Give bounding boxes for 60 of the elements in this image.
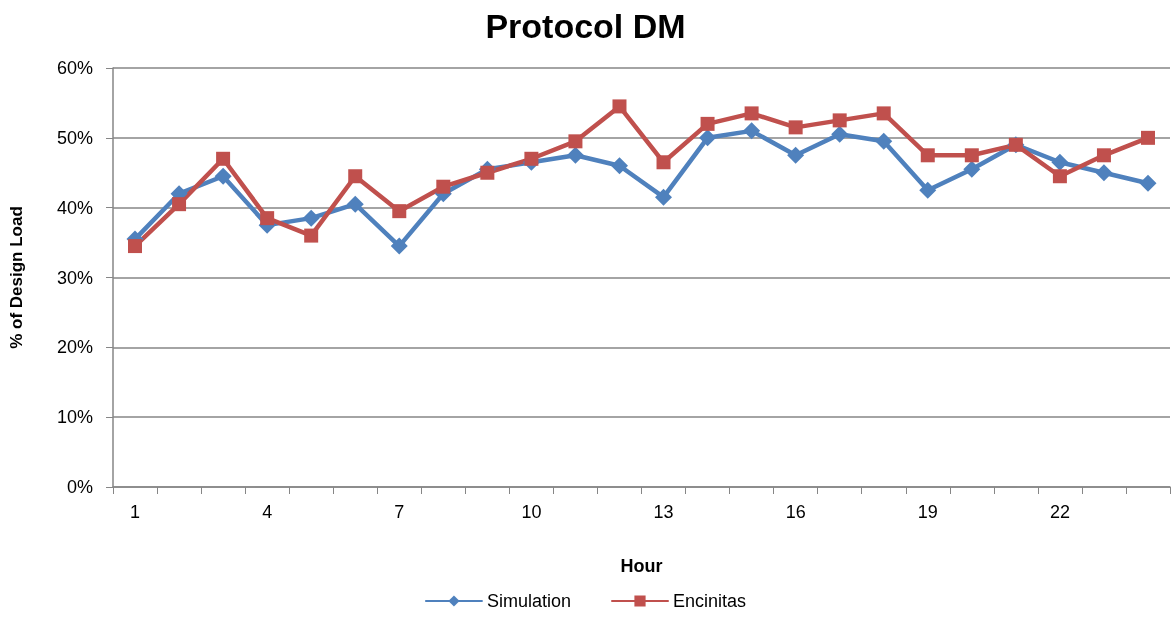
point xyxy=(480,165,495,180)
point xyxy=(1095,164,1113,182)
point xyxy=(964,148,979,163)
point xyxy=(216,151,231,166)
y-tick-label: 0% xyxy=(66,477,93,497)
y-axis-title: % of Design Load xyxy=(7,206,26,349)
y-tick-label: 30% xyxy=(56,267,93,288)
point xyxy=(1051,153,1069,171)
point xyxy=(566,146,584,164)
point xyxy=(963,160,981,178)
x-tick-label: 13 xyxy=(653,502,674,522)
point xyxy=(260,211,275,226)
point xyxy=(832,113,847,128)
point xyxy=(302,209,320,227)
point xyxy=(612,99,627,114)
point xyxy=(1139,174,1157,192)
point xyxy=(390,237,408,255)
point xyxy=(700,116,715,131)
chart-title: Protocol DM xyxy=(485,7,686,45)
x-tick-label: 22 xyxy=(1049,502,1070,522)
x-tick-label: 19 xyxy=(917,502,938,522)
point xyxy=(876,106,891,121)
point xyxy=(788,120,803,135)
point xyxy=(699,129,717,147)
point xyxy=(920,148,935,163)
legend-label: Encinitas xyxy=(673,591,747,611)
point xyxy=(392,204,407,219)
point xyxy=(568,134,583,149)
point xyxy=(875,132,893,150)
x-tick-label: 10 xyxy=(521,502,542,522)
point xyxy=(743,122,761,140)
point xyxy=(436,179,451,194)
point xyxy=(1140,130,1155,145)
y-tick-label: 40% xyxy=(56,197,93,218)
point xyxy=(744,106,759,121)
point xyxy=(1096,148,1111,163)
point xyxy=(348,169,363,184)
point xyxy=(656,155,671,170)
y-tick-label: 60% xyxy=(56,58,93,78)
legend-label: Simulation xyxy=(486,591,572,611)
point xyxy=(524,151,539,166)
x-tick-label: 1 xyxy=(130,502,141,522)
point xyxy=(128,239,143,254)
x-tick-label: 4 xyxy=(262,502,273,522)
point xyxy=(214,167,232,185)
point xyxy=(787,146,805,164)
point xyxy=(610,157,628,175)
point xyxy=(304,228,319,243)
y-tick-label: 10% xyxy=(56,407,93,428)
point xyxy=(172,197,187,212)
point xyxy=(831,125,849,143)
x-tick-label: 7 xyxy=(394,502,405,522)
point xyxy=(655,188,673,206)
x-axis-title: Hour xyxy=(620,556,663,576)
y-tick-label: 50% xyxy=(56,127,93,148)
x-tick-label: 16 xyxy=(785,502,806,522)
point xyxy=(346,195,364,213)
point xyxy=(1052,169,1067,184)
y-tick-label: 20% xyxy=(56,337,93,358)
point xyxy=(919,181,937,199)
